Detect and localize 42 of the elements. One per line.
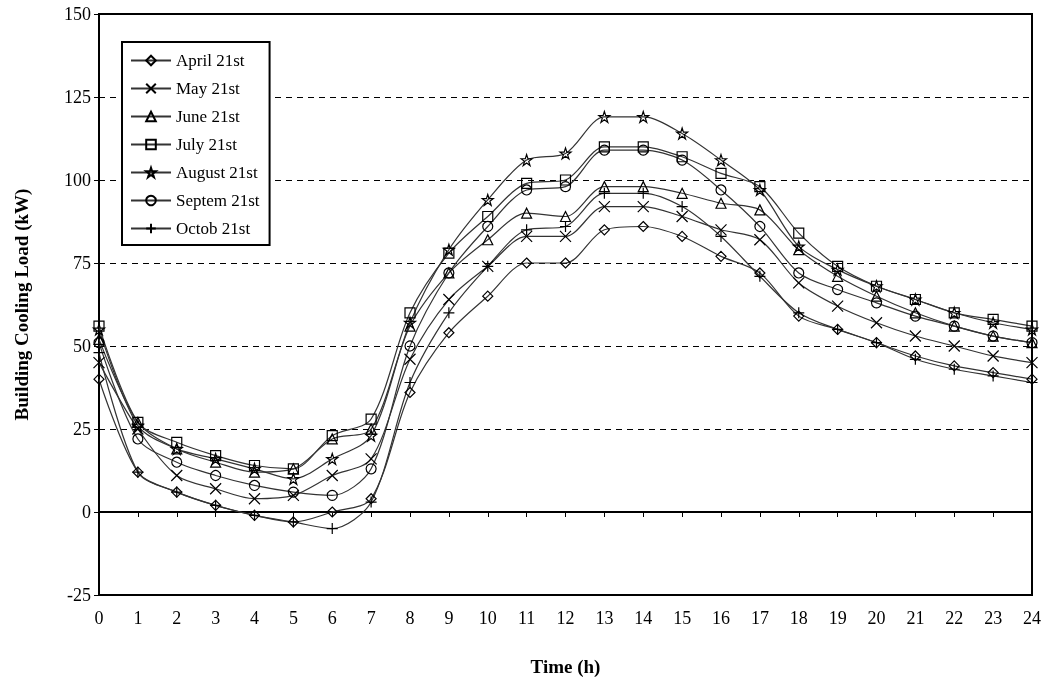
- y-tick-label: 100: [64, 170, 91, 190]
- x-tick-label: 10: [478, 608, 497, 628]
- y-tick-label: 0: [82, 502, 91, 522]
- x-tick-label: 5: [288, 608, 298, 628]
- x-tick-label: 17: [750, 608, 769, 628]
- x-tick-label: 24: [1023, 608, 1041, 628]
- x-tick-label: 20: [867, 608, 886, 628]
- x-tick-label: 3: [211, 608, 221, 628]
- x-tick-label: 18: [789, 608, 808, 628]
- legend-label: July 21st: [176, 135, 238, 154]
- y-tick-label: 150: [64, 4, 91, 24]
- y-tick-label: 50: [73, 336, 91, 356]
- x-tick-label: 1: [133, 608, 143, 628]
- x-tick-label: 2: [172, 608, 182, 628]
- x-tick-label: 16: [712, 608, 730, 628]
- legend-label: Septem 21st: [176, 191, 260, 210]
- x-axis-title: Time (h): [530, 656, 601, 678]
- x-tick-label: 7: [366, 608, 376, 628]
- x-tick-label: 4: [250, 608, 259, 628]
- x-tick-label: 6: [327, 608, 337, 628]
- legend-label: August 21st: [176, 163, 258, 182]
- x-tick-label: 11: [517, 608, 536, 628]
- legend-label: June 21st: [176, 107, 241, 126]
- x-tick-label: 15: [673, 608, 692, 628]
- y-axis-title: Building Cooling Load (kW): [11, 188, 33, 421]
- x-tick-label: 14: [634, 608, 653, 628]
- x-tick-label: 23: [984, 608, 1003, 628]
- y-tick-label: 125: [64, 87, 91, 107]
- x-tick-label: 9: [444, 608, 454, 628]
- y-tick-label: 25: [73, 419, 91, 439]
- x-tick-label: 12: [556, 608, 575, 628]
- x-tick-label: 19: [828, 608, 847, 628]
- x-tick-label: 8: [405, 608, 415, 628]
- legend-label: Octob 21st: [176, 219, 251, 238]
- y-tick-label: -25: [67, 585, 91, 605]
- x-tick-label: 13: [595, 608, 614, 628]
- legend-label: May 21st: [176, 79, 241, 98]
- x-tick-label: 21: [906, 608, 925, 628]
- x-tick-label: 22: [945, 608, 964, 628]
- x-tick-label: 0: [94, 608, 104, 628]
- y-tick-label: 75: [73, 253, 91, 273]
- legend-label: April 21st: [176, 51, 245, 70]
